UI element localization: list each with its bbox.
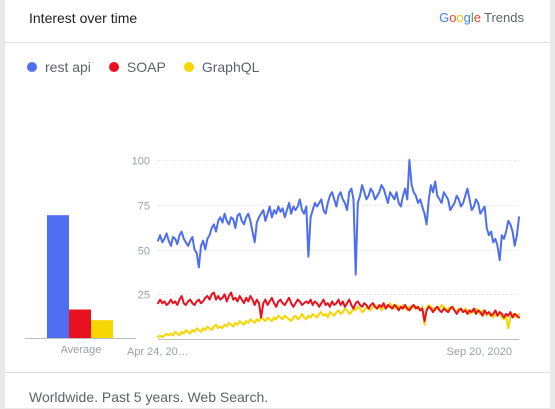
line-chart-grid: 25 50 75 100 bbox=[132, 156, 519, 340]
x-tick-label: Sep 20, 2020 bbox=[447, 346, 512, 358]
interest-over-time-card: Interest over time Google Trends rest api… bbox=[5, 0, 550, 408]
legend-label: GraphQL bbox=[201, 59, 260, 75]
y-tick-label: 100 bbox=[132, 156, 150, 168]
chart-area[interactable]: 25 50 75 100 Average Apr 24, 20… Sep 20, 20… bbox=[5, 0, 550, 372]
card-footer: Worldwide. Past 5 years. Web Search. bbox=[5, 372, 550, 409]
brand-suffix: Trends bbox=[484, 10, 524, 25]
y-tick-label: 25 bbox=[138, 290, 150, 302]
series-line-graphql[interactable] bbox=[157, 302, 520, 339]
average-axis-label: Average bbox=[61, 344, 102, 356]
average-bar-chart bbox=[25, 215, 136, 339]
card-header: Interest over time Google Trends bbox=[5, 0, 550, 43]
legend-label: SOAP bbox=[126, 59, 166, 75]
google-trends-logo[interactable]: Google Trends bbox=[439, 10, 524, 25]
brand-letter: o bbox=[449, 10, 457, 25]
brand-letter: g bbox=[463, 10, 471, 25]
legend-item-rest-api[interactable]: rest api bbox=[27, 59, 91, 75]
y-tick-label: 75 bbox=[138, 201, 150, 213]
card-title: Interest over time bbox=[29, 10, 138, 26]
footer-description: Worldwide. Past 5 years. Web Search. bbox=[29, 389, 269, 405]
legend-item-graphql[interactable]: GraphQL bbox=[183, 59, 260, 75]
x-tick-label: Apr 24, 20… bbox=[127, 346, 189, 358]
brand-letter: o bbox=[456, 10, 464, 25]
average-bar-soap[interactable] bbox=[69, 309, 91, 338]
legend-item-soap[interactable]: SOAP bbox=[108, 59, 166, 75]
average-bar-graphql[interactable] bbox=[91, 320, 113, 338]
legend-dot-icon bbox=[108, 62, 119, 72]
average-bar-rest-api[interactable] bbox=[47, 215, 69, 338]
x-axis-labels: Average Apr 24, 20… Sep 20, 2020 bbox=[61, 344, 512, 358]
y-tick-label: 50 bbox=[138, 246, 150, 258]
chart-legend: rest api SOAP GraphQL bbox=[27, 58, 277, 76]
line-chart-series[interactable] bbox=[157, 159, 520, 339]
brand-letter: e bbox=[473, 10, 482, 25]
series-line-rest-api[interactable] bbox=[157, 159, 520, 276]
legend-dot-icon bbox=[27, 62, 37, 72]
brand-letter: l bbox=[470, 10, 474, 25]
brand-letter: G bbox=[439, 10, 450, 25]
series-line-soap[interactable] bbox=[157, 291, 520, 323]
legend-dot-icon bbox=[183, 62, 194, 72]
legend-label: rest api bbox=[45, 59, 91, 75]
